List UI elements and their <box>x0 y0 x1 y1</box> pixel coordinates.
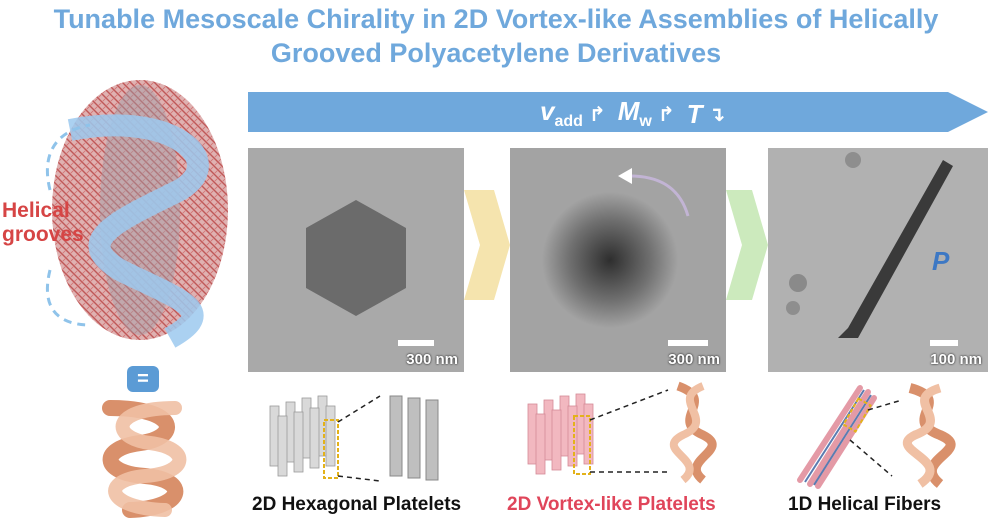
transition-chevron-1 <box>464 190 510 300</box>
caption-hexagonal-platelets: 2D Hexagonal Platelets <box>252 494 462 515</box>
param-m: Mw <box>617 96 652 131</box>
param-v: vadd <box>540 96 583 131</box>
arrow-parameters: vadd ↱ Mw ↱ T ↴ <box>540 96 731 132</box>
scale-bar <box>668 340 708 346</box>
hexagonal-column-schematic <box>269 395 439 482</box>
fiber-schematic <box>797 383 956 489</box>
v-trend-icon: ↱ <box>588 103 606 126</box>
helical-grooves-label-line1: Helical <box>2 199 70 222</box>
figure-title-line2: Grooved Polyacetylene Derivatives <box>270 38 722 68</box>
process-arrow <box>248 92 988 132</box>
scale-bar <box>398 340 434 346</box>
figure-title-line1: Tunable Mesoscale Chirality in 2D Vortex… <box>53 4 939 34</box>
caption-vortex-platelets: 2D Vortex-like Platelets <box>507 494 716 515</box>
polymer-helix-illustration <box>45 80 228 348</box>
helicity-p-label: P <box>932 246 950 276</box>
equivalence-badge: = <box>127 366 159 392</box>
scale-label: 300 nm <box>406 351 458 368</box>
helical-grooves-label-line2: grooves <box>2 223 84 246</box>
transition-chevron-2 <box>726 190 768 300</box>
m-trend-icon: ↱ <box>657 103 675 126</box>
tem-image-fibers <box>768 148 988 372</box>
t-trend-icon: ↴ <box>708 103 726 126</box>
tem-panel-hexagonal: 300 nm <box>248 148 464 372</box>
scale-bar <box>930 340 958 346</box>
tem-panel-vortex: 300 nm <box>510 148 726 372</box>
param-t: T <box>686 98 703 129</box>
tem-panel-fibers: 100 nm <box>768 148 988 372</box>
scale-label: 300 nm <box>668 351 720 368</box>
copper-helix-illustration <box>102 400 187 518</box>
tem-image-hexagonal <box>248 148 464 372</box>
tem-image-vortex <box>510 148 726 372</box>
caption-helical-fibers: 1D Helical Fibers <box>788 494 942 515</box>
vortex-column-schematic <box>527 381 717 484</box>
scale-label: 100 nm <box>930 351 982 368</box>
